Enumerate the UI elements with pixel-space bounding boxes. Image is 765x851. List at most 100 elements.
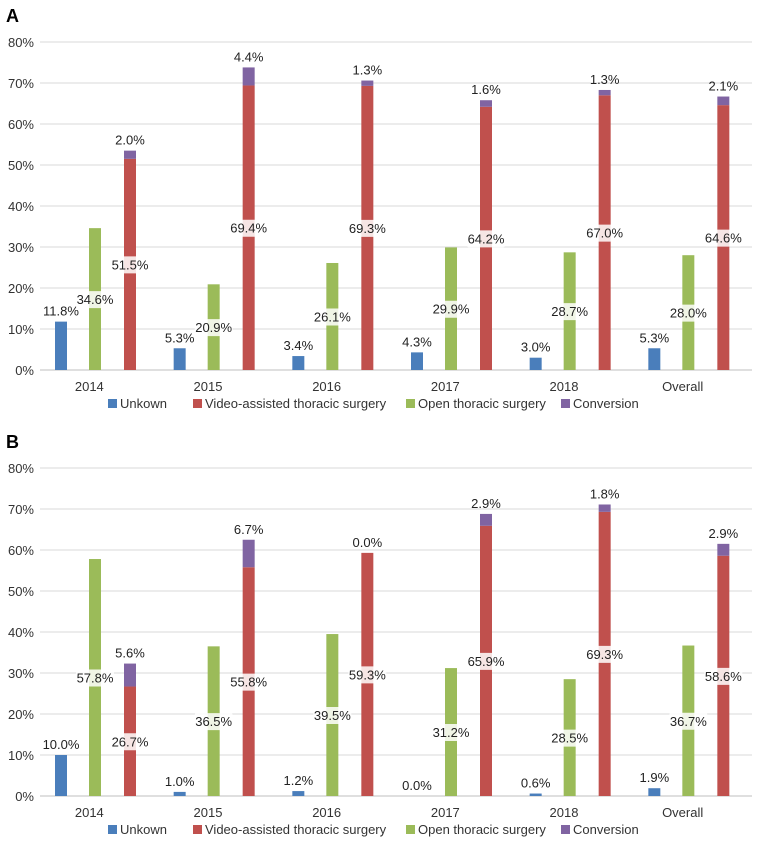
data-label-bg-9 (313, 308, 352, 326)
x-tick-label: 2014 (75, 805, 104, 820)
data-label-conversion: 1.3% (590, 72, 620, 87)
bar-conversion-2017 (480, 513, 492, 526)
data-label-unkown: 0.6% (521, 776, 551, 791)
legend-label: Video-assisted thoracic surgery (205, 822, 387, 837)
x-tick-label: 2015 (194, 379, 223, 394)
data-label-bg-21 (669, 712, 708, 730)
data-label-bg-1 (76, 291, 114, 309)
y-tick-label: 60% (8, 117, 34, 132)
legend-swatch-2 (406, 825, 415, 834)
data-label-open-thoracic-surgery: 31.2% (433, 725, 470, 740)
legend-label: Open thoracic surgery (418, 396, 546, 411)
y-tick-label: 40% (8, 625, 34, 640)
chart-b-svg: B 0% 10% 20% 30% 40% 50% 60% 70% 80% 2014 2015 2016 2… (6, 432, 752, 837)
data-label-bg-13 (432, 724, 470, 742)
bar-unknown-Overall (648, 348, 661, 370)
data-label-bg-22 (704, 667, 743, 685)
data-label-bg-22 (704, 229, 743, 247)
x-tick-label: 2018 (550, 379, 579, 394)
data-label-conversion: 2.1% (709, 79, 739, 94)
y-tick-label: 70% (8, 502, 34, 517)
data-label-bg-6 (229, 673, 268, 691)
data-label-video-assisted-thoracic-surgery: 51.5% (112, 257, 149, 272)
data-label-bg-14 (467, 652, 505, 670)
data-label-bg-5 (194, 713, 233, 731)
chart-panel-b: B 0% 10% 20% 30% 40% 50% 60% 70% 80% 2014 2015 2016 2… (0, 426, 765, 851)
data-label-bg-21 (669, 304, 708, 322)
data-label-unkown: 11.8% (43, 304, 79, 319)
bar-unknown-2015 (173, 791, 186, 796)
bar-conversion-2014 (124, 663, 136, 687)
bar-conversion-2014 (124, 150, 136, 159)
data-label-unkown: 3.4% (284, 338, 314, 353)
bar-conversion-2017 (480, 100, 492, 107)
data-label-bg-10 (348, 219, 387, 237)
data-label-video-assisted-thoracic-surgery: 64.6% (705, 231, 742, 246)
data-label-conversion: 4.4% (234, 49, 264, 64)
x-tick-label: 2016 (312, 379, 341, 394)
legend-label: Conversion (573, 822, 639, 837)
data-label-unkown: 0.0% (402, 778, 432, 793)
data-label-bg-13 (432, 300, 470, 318)
bar-conversion-2015 (242, 539, 255, 568)
bar-conversion-2018 (598, 504, 611, 512)
legend-swatch-0 (108, 825, 117, 834)
x-tick-label: Overall (662, 379, 703, 394)
data-label-bg-14 (467, 230, 505, 248)
data-label-conversion: 2.0% (115, 133, 145, 148)
y-tick-label: 50% (8, 584, 34, 599)
bar-unknown-2015 (173, 348, 186, 370)
legend-swatch-0 (108, 399, 117, 408)
data-label-video-assisted-thoracic-surgery: 59.3% (349, 667, 386, 682)
data-label-video-assisted-thoracic-surgery: 67.0% (586, 226, 623, 241)
bar-conversion-Overall (717, 96, 730, 106)
data-label-unkown: 4.3% (402, 334, 432, 349)
data-label-open-thoracic-surgery: 28.5% (551, 731, 588, 746)
x-tick-label: 2017 (431, 379, 460, 394)
data-label-conversion: 6.7% (234, 522, 264, 537)
data-label-bg-9 (313, 707, 352, 725)
data-label-unkown: 1.0% (165, 774, 195, 789)
data-label-unkown: 3.0% (521, 340, 551, 355)
data-label-conversion: 5.6% (115, 646, 145, 661)
data-label-open-thoracic-surgery: 39.5% (314, 708, 351, 723)
data-label-conversion: 2.9% (471, 496, 501, 511)
data-label-bg-10 (348, 666, 387, 684)
bar-unknown-2016 (292, 791, 305, 796)
legend-swatch-3 (561, 399, 570, 408)
data-label-bg-18 (585, 224, 624, 242)
bar-unknown-2018 (529, 793, 542, 796)
y-tick-label: 30% (8, 666, 34, 681)
data-label-video-assisted-thoracic-surgery: 69.4% (230, 221, 267, 236)
data-label-open-thoracic-surgery: 34.6% (77, 292, 114, 307)
legend-label: Conversion (573, 396, 639, 411)
data-label-conversion: 1.8% (590, 486, 620, 501)
x-tick-label: 2018 (550, 805, 579, 820)
y-tick-label: 60% (8, 543, 34, 558)
bar-unknown-2014 (55, 321, 67, 370)
data-label-open-thoracic-surgery: 20.9% (195, 320, 232, 335)
x-tick-label: 2017 (431, 805, 460, 820)
bar-conversion-2018 (598, 89, 611, 96)
data-label-bg-17 (550, 729, 589, 747)
data-label-bg-2 (111, 256, 149, 274)
data-label-video-assisted-thoracic-surgery: 26.7% (112, 734, 149, 749)
legend-swatch-1 (193, 399, 202, 408)
y-tick-label: 50% (8, 158, 34, 173)
data-label-video-assisted-thoracic-surgery: 69.3% (586, 647, 623, 662)
panel-label: B (6, 432, 19, 452)
panel-label: A (6, 6, 19, 26)
legend-label: Video-assisted thoracic surgery (205, 396, 387, 411)
data-label-open-thoracic-surgery: 28.7% (551, 304, 588, 319)
data-label-unkown: 1.2% (284, 773, 314, 788)
data-label-video-assisted-thoracic-surgery: 64.2% (468, 231, 505, 246)
data-label-bg-18 (585, 645, 624, 663)
chart-panel-a: A 0% 10% 20% 30% 40% 50% 60% 70% 80% 2014 2015 2016 2… (0, 0, 765, 425)
bar-unknown-2017 (411, 352, 423, 370)
data-label-open-thoracic-surgery: 29.9% (433, 302, 470, 317)
data-label-video-assisted-thoracic-surgery: 55.8% (230, 675, 267, 690)
data-label-unkown: 10.0% (43, 737, 80, 752)
legend-swatch-3 (561, 825, 570, 834)
y-tick-label: 40% (8, 199, 34, 214)
legend-label: Unkown (120, 396, 167, 411)
